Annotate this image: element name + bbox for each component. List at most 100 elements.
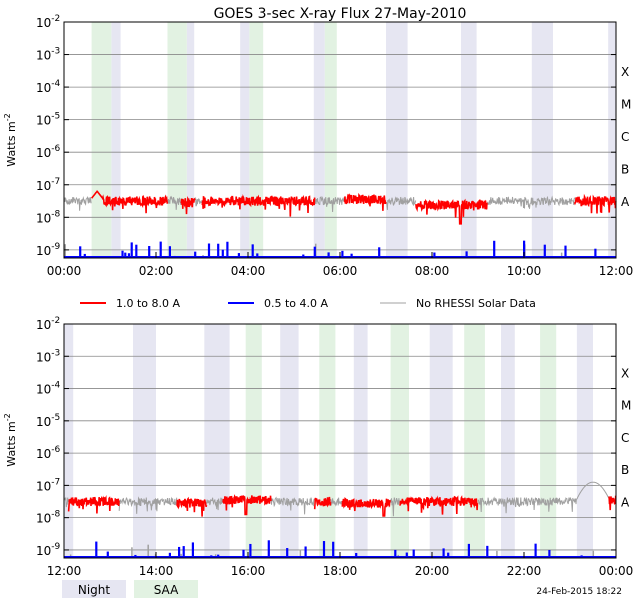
x-tick-label: 12:00 xyxy=(47,564,82,578)
short-channel-burst xyxy=(207,243,211,258)
y-tick-label: 10-4 xyxy=(36,381,61,397)
short-channel-burst xyxy=(124,252,127,258)
flare-class-labels: X M C B A xyxy=(621,366,631,509)
short-channel-burst xyxy=(394,549,397,558)
flare-class-X: X xyxy=(621,366,629,380)
short-channel-burst xyxy=(580,256,583,258)
short-channel-burst xyxy=(355,552,358,558)
short-channel-burst xyxy=(95,541,98,558)
short-channel-burst xyxy=(467,543,470,558)
flare-class-M: M xyxy=(621,97,631,111)
night-band xyxy=(204,324,230,558)
night-band xyxy=(111,22,121,258)
night-band xyxy=(501,324,515,558)
night-band xyxy=(313,22,325,258)
short-channel-burst xyxy=(242,549,245,558)
short-channel-burst xyxy=(267,540,270,558)
short-channel-burst xyxy=(194,251,197,258)
night-band xyxy=(460,22,477,258)
saa-band xyxy=(540,324,557,558)
x-tick-label: 16:00 xyxy=(231,564,266,578)
no-rhessi-trace xyxy=(194,197,203,207)
x-tick-label: 22:00 xyxy=(507,564,542,578)
y-tick-label: 10-8 xyxy=(36,510,61,526)
short-channel-burst xyxy=(127,253,131,258)
x-axis-ticks: 00:00 02:00 04:00 06:00 08:00 10:00 12:00 xyxy=(47,252,633,278)
series-long-1-8A xyxy=(90,190,617,225)
short-channel-burst xyxy=(210,555,213,558)
night-band xyxy=(576,324,593,558)
series-no-rhessi xyxy=(63,481,611,558)
night-band xyxy=(353,324,368,558)
saa-band xyxy=(319,324,336,558)
footer-date: 24-Feb-2015 18:22 xyxy=(536,587,622,597)
long-channel-trace xyxy=(415,198,488,225)
short-channel-burst xyxy=(412,549,415,558)
flare-class-labels: X M C B A xyxy=(621,65,631,209)
long-channel-trace xyxy=(608,495,617,511)
legend-long-label: 1.0 to 8.0 A xyxy=(116,297,181,310)
saa-band xyxy=(464,324,485,558)
short-channel-burst xyxy=(83,253,86,258)
saa-legend-label: SAA xyxy=(154,583,179,597)
long-channel-trace xyxy=(222,494,272,516)
short-channel-burst xyxy=(341,250,344,258)
background-bands xyxy=(91,22,616,258)
long-channel-trace xyxy=(176,496,208,517)
short-channel-burst xyxy=(534,543,537,558)
long-channel-trace xyxy=(313,496,332,510)
y-tick-label: 10-9 xyxy=(36,542,61,558)
short-channel-burst xyxy=(322,541,326,558)
y-tick-label: 10-8 xyxy=(36,209,61,225)
y-tick-label: 10-5 xyxy=(36,413,60,429)
night-band xyxy=(429,324,453,558)
no-rhessi-trace xyxy=(314,196,346,213)
long-channel-trace xyxy=(343,192,387,211)
short-channel-burst xyxy=(191,542,194,558)
long-channel-trace xyxy=(573,193,617,214)
night-legend-label: Night xyxy=(78,583,111,597)
y-axis-ticks: 10-2 10-3 10-4 10-5 10-6 10-7 10-8 10-9 xyxy=(36,14,616,258)
short-channel-burst xyxy=(433,252,436,258)
short-channel-burst xyxy=(217,243,220,258)
short-channel-burst xyxy=(159,241,162,258)
short-channel-burst xyxy=(447,552,450,558)
background-bands xyxy=(64,324,593,558)
saa-band xyxy=(390,324,409,558)
short-channel-burst xyxy=(548,549,551,558)
panel-12-24: 10-2 10-3 10-4 10-5 10-6 10-7 10-8 10-9 12:00 14… xyxy=(3,316,633,578)
saa-band xyxy=(245,324,262,558)
night-band xyxy=(386,22,408,258)
short-channel-burst xyxy=(523,240,526,258)
x-axis-ticks: 12:00 14:00 16:00 18:00 20:00 22:00 00:00 xyxy=(47,552,634,578)
saa-band xyxy=(167,22,187,258)
short-channel-burst xyxy=(106,551,109,558)
grid-lines xyxy=(64,355,616,551)
legend: 1.0 to 8.0 A 0.5 to 4.0 A No RHESSI Sola… xyxy=(80,297,536,310)
short-channel-burst xyxy=(405,552,408,558)
short-channel-burst xyxy=(135,244,138,258)
no-rhessi-trace xyxy=(63,195,92,211)
y-tick-label: 10-4 xyxy=(36,79,61,95)
no-rhessi-trace xyxy=(118,496,178,514)
y-tick-label: 10-7 xyxy=(36,477,60,493)
saa-legend-swatch xyxy=(134,580,198,598)
night-band xyxy=(240,22,250,258)
grid-lines xyxy=(64,54,616,251)
x-tick-label: 02:00 xyxy=(139,264,174,278)
x-tick-label: 00:00 xyxy=(599,564,634,578)
short-channel-burst xyxy=(327,252,330,258)
short-channel-burst xyxy=(571,556,574,558)
flare-class-A: A xyxy=(621,195,630,209)
night-band xyxy=(186,22,195,258)
series-long-1-8A xyxy=(67,494,617,517)
y-axis-label: Watts m-2 xyxy=(3,413,18,466)
y-tick-label: 10-7 xyxy=(36,177,60,193)
legend-no-rhessi-label: No RHESSI Solar Data xyxy=(416,297,536,310)
x-tick-label: 14:00 xyxy=(139,564,174,578)
short-channel-burst xyxy=(580,555,583,558)
short-channel-burst xyxy=(217,554,220,558)
short-channel-burst xyxy=(378,247,381,258)
y-tick-label: 10-5 xyxy=(36,112,60,128)
